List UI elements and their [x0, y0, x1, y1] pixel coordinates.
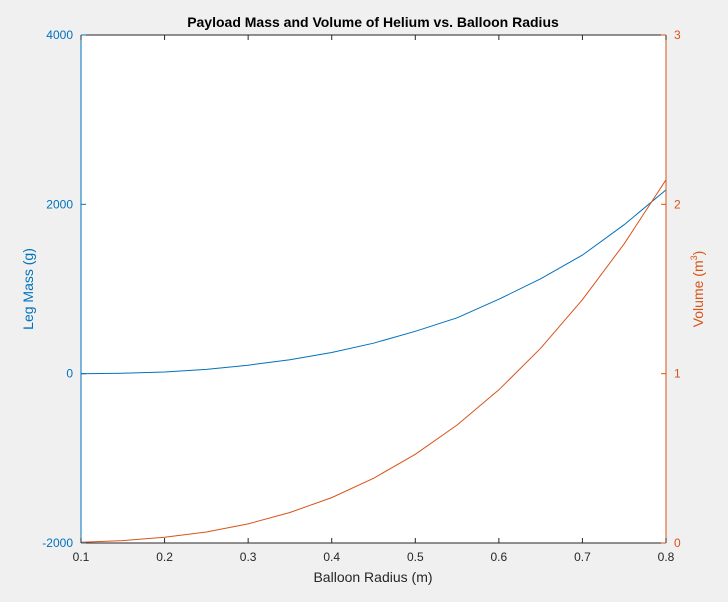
right-y-axis-label-end: )	[690, 251, 706, 256]
right-y-tick-label: 3	[674, 28, 681, 42]
left-y-tick-label: 2000	[46, 197, 73, 211]
x-tick-label: 0.4	[323, 550, 340, 564]
ticks: 0.1 0.2 0.3 0.4 0.5 0.6 0.7 0.8 -2000 0 2000 4000 0 1…	[42, 28, 681, 564]
right-y-tick-label: 0	[674, 536, 681, 550]
series-line-left-axis	[80, 189, 667, 375]
x-tick-label: 0.8	[658, 550, 675, 564]
chart-title: Payload Mass and Volume of Helium vs. Ba…	[187, 14, 559, 30]
left-y-axis-label: Leg Mass (g)	[20, 248, 36, 330]
x-tick-label: 0.7	[574, 550, 591, 564]
plot-area	[81, 35, 666, 543]
right-y-axis-label-main: Volume (m	[690, 260, 706, 327]
right-y-axis-label-sup: 3	[689, 255, 699, 260]
x-tick-label: 0.6	[491, 550, 508, 564]
plot-lines	[80, 179, 667, 543]
x-tick-label: 0.2	[156, 550, 173, 564]
series-line-right-axis	[80, 179, 667, 543]
x-axis-label: Balloon Radius (m)	[313, 569, 432, 585]
left-y-tick-label: 4000	[46, 28, 73, 42]
x-tick-label: 0.1	[73, 550, 90, 564]
right-y-axis-label: Volume (m3)	[689, 251, 706, 328]
left-y-tick-label: -2000	[42, 536, 73, 550]
left-y-tick-label: 0	[66, 367, 73, 381]
x-tick-label: 0.3	[240, 550, 257, 564]
right-y-tick-label: 2	[674, 197, 681, 211]
right-y-tick-label: 1	[674, 367, 681, 381]
x-tick-label: 0.5	[407, 550, 424, 564]
